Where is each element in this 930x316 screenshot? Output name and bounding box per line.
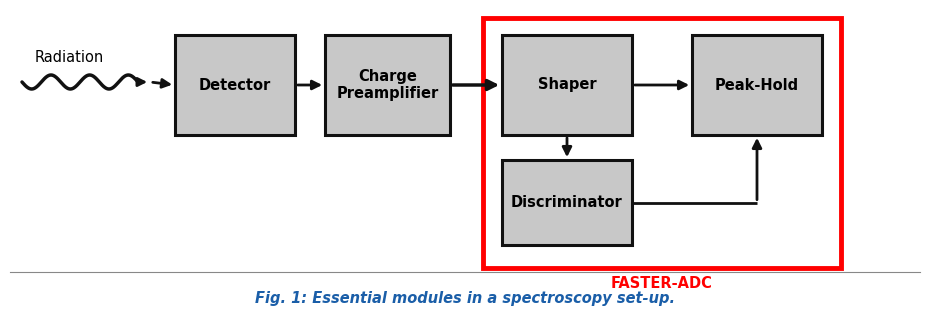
Bar [325, 35, 450, 135]
Text: Charge
Preamplifier: Charge Preamplifier [337, 69, 439, 101]
Text: Radiation: Radiation [35, 51, 104, 65]
Bar [175, 35, 295, 135]
Text: FASTER-ADC: FASTER-ADC [611, 276, 713, 291]
Bar [502, 160, 632, 245]
Text: Shaper: Shaper [538, 77, 596, 93]
Text: Peak-Hold: Peak-Hold [715, 77, 799, 93]
Text: Fig. 1: Essential modules in a spectroscopy set-up.: Fig. 1: Essential modules in a spectrosc… [255, 290, 675, 306]
Bar [483, 18, 841, 268]
Bar [692, 35, 822, 135]
Text: Discriminator: Discriminator [512, 195, 623, 210]
Text: Detector: Detector [199, 77, 272, 93]
Bar [502, 35, 632, 135]
